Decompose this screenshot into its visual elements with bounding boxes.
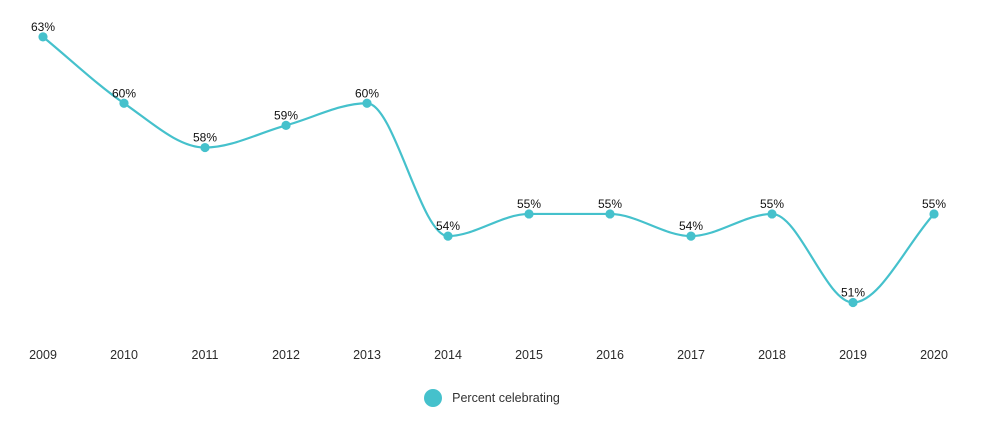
legend-label: Percent celebrating	[452, 391, 560, 405]
x-tick-label-2009: 2009	[29, 348, 57, 362]
x-axis-tick-labels: 2009 2010 2011 2012 2013 2014 2015 2016 2017 2018…	[29, 348, 948, 362]
data-label-2009: 63%	[31, 20, 55, 34]
data-points	[38, 32, 939, 308]
legend-item[interactable]: Percent celebrating	[424, 389, 560, 407]
x-tick-label-2020: 2020	[920, 348, 948, 362]
series-line-percent-celebrating	[41, 35, 936, 304]
data-label-2013: 60%	[355, 86, 379, 100]
data-point-2017[interactable]	[686, 231, 696, 241]
x-tick-label-2011: 2011	[192, 348, 219, 362]
data-label-2012: 59%	[274, 108, 298, 122]
x-tick-label-2017: 2017	[677, 348, 705, 362]
x-tick-label-2014: 2014	[434, 348, 462, 362]
legend-marker-icon	[424, 389, 443, 407]
data-point-2020[interactable]	[929, 209, 939, 219]
data-point-2019[interactable]	[848, 297, 858, 308]
data-point-2013[interactable]	[362, 98, 372, 108]
data-label-2010: 60%	[112, 86, 136, 100]
data-point-2010[interactable]	[119, 98, 129, 108]
data-labels: 63% 60% 58% 59% 60% 54% 55% 55% 54% 55% 51% 55%	[31, 20, 946, 300]
data-label-2015: 55%	[517, 197, 541, 211]
data-label-2018: 55%	[760, 197, 784, 211]
data-point-2012[interactable]	[281, 120, 291, 131]
data-point-2014[interactable]	[443, 231, 453, 241]
x-tick-label-2019: 2019	[839, 348, 867, 362]
data-point-2009[interactable]	[38, 32, 48, 42]
data-label-2017: 54%	[679, 219, 703, 233]
line-chart: 63% 60% 58% 59% 60% 54% 55% 55% 54% 55% 51% 55% 200…	[29, 20, 948, 362]
x-tick-label-2010: 2010	[110, 348, 138, 362]
legend: Percent celebrating	[0, 388, 984, 408]
data-point-2011[interactable]	[200, 142, 210, 153]
data-label-2016: 55%	[598, 197, 622, 211]
x-tick-label-2012: 2012	[272, 348, 300, 362]
x-tick-label-2016: 2016	[596, 348, 624, 362]
x-tick-label-2018: 2018	[758, 348, 786, 362]
data-label-2011: 58%	[193, 131, 217, 145]
x-tick-label-2015: 2015	[515, 348, 543, 362]
data-label-2020: 55%	[922, 197, 946, 211]
data-label-2014: 54%	[436, 219, 460, 233]
data-point-2015[interactable]	[524, 209, 534, 219]
data-label-2019: 51%	[841, 286, 865, 300]
data-point-2018[interactable]	[767, 209, 777, 219]
x-tick-label-2013: 2013	[353, 348, 381, 362]
data-point-2016[interactable]	[605, 209, 615, 219]
